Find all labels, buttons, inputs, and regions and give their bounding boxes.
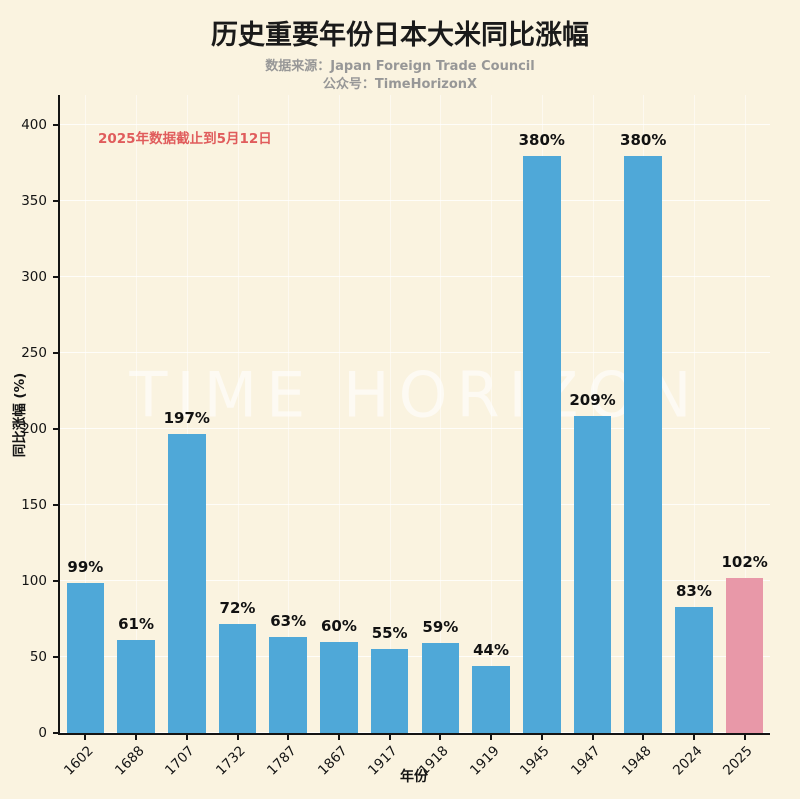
gridline-horizontal	[60, 352, 770, 354]
gridline-vertical	[693, 95, 695, 733]
y-tick-label: 0	[38, 725, 47, 741]
y-tick-mark	[53, 580, 60, 583]
chart-subtitle-account: 公众号：TimeHorizonX	[322, 77, 478, 92]
y-tick-mark	[53, 504, 60, 507]
x-tick-mark	[642, 733, 645, 740]
bar-2024	[675, 606, 713, 733]
bar-1948	[624, 155, 662, 733]
x-tick-mark	[135, 733, 138, 740]
gridline-vertical	[491, 95, 493, 733]
bar-value-label: 99%	[67, 557, 104, 576]
bar-value-label: 63%	[270, 612, 307, 631]
bar-1602	[66, 582, 105, 733]
y-tick-mark	[53, 124, 60, 127]
x-tick-mark	[236, 733, 239, 740]
x-tick-mark	[185, 733, 188, 740]
y-tick-mark	[53, 732, 60, 734]
bar-value-label: 83%	[675, 581, 712, 600]
chart-title: 历史重要年份日本大米同比涨幅	[211, 20, 589, 51]
bar-value-label: 44%	[473, 641, 510, 660]
y-tick-label: 200	[21, 421, 47, 438]
x-tick-mark	[337, 733, 340, 740]
bar-1732	[218, 623, 257, 733]
bar-value-label: 55%	[371, 624, 408, 643]
bar-value-label: 380%	[518, 130, 565, 149]
bar-1918	[421, 643, 460, 733]
bar-1947	[573, 415, 612, 733]
bar-value-label: 197%	[163, 408, 210, 427]
gridline-horizontal	[60, 428, 770, 430]
y-tick-label: 100	[21, 573, 47, 590]
gridline-horizontal	[60, 504, 770, 506]
gridline-vertical	[389, 95, 391, 733]
y-tick-label: 300	[21, 269, 47, 286]
bar-1917	[370, 649, 409, 733]
bar-value-label: 102%	[721, 553, 768, 572]
bar-1945	[523, 155, 561, 733]
x-tick-mark	[84, 733, 87, 740]
gridline-vertical	[136, 95, 138, 733]
x-tick-mark	[591, 733, 594, 740]
x-axis-title: 年份	[400, 769, 428, 785]
gridline-horizontal	[60, 732, 770, 733]
gridline-vertical	[592, 95, 594, 733]
bar-1919	[472, 666, 510, 733]
bar-value-label: 380%	[620, 130, 667, 149]
y-tick-mark	[53, 276, 60, 279]
y-tick-mark	[53, 352, 60, 355]
x-tick-mark	[287, 733, 290, 740]
y-axis-title: 同比涨幅 (%)	[12, 372, 28, 458]
x-tick-mark	[490, 733, 493, 740]
bar-2025	[725, 578, 764, 733]
bar-value-label: 72%	[219, 598, 256, 617]
y-tick-label: 150	[21, 497, 47, 514]
gridline-horizontal	[60, 276, 770, 278]
gridline-horizontal	[60, 656, 770, 658]
gridline-vertical	[440, 95, 442, 733]
gridline-horizontal	[60, 124, 770, 126]
x-tick-mark	[439, 733, 442, 740]
bar-value-label: 60%	[320, 616, 357, 635]
bar-1707	[168, 433, 206, 733]
bar-1688	[117, 640, 155, 733]
chart-subtitle-source: 数据来源：Japan Foreign Trade Council	[265, 59, 535, 74]
gridline-horizontal	[60, 580, 770, 582]
y-tick-label: 400	[21, 117, 47, 134]
data-cutoff-annotation: 2025年数据截止到5月12日	[98, 131, 272, 147]
x-tick-mark	[388, 733, 391, 740]
bar-1867	[320, 641, 358, 733]
gridline-vertical	[744, 95, 746, 733]
y-tick-label: 50	[29, 649, 47, 666]
bar-1787	[269, 637, 307, 733]
y-tick-label: 350	[21, 193, 47, 210]
bar-value-label: 61%	[118, 615, 155, 634]
gridline-horizontal	[60, 200, 770, 202]
gridline-vertical	[186, 95, 188, 733]
y-tick-mark	[53, 656, 60, 659]
x-tick-mark	[540, 733, 543, 740]
plot-area: TIME HORIZON 2025年数据截止到5月12日 0 50 100 150 20…	[21, 95, 770, 779]
gridline-vertical	[288, 95, 290, 733]
x-tick-mark	[743, 733, 746, 740]
y-tick-mark	[53, 200, 60, 203]
bar-value-label: 59%	[422, 618, 459, 637]
y-tick-label: 250	[21, 345, 47, 362]
y-tick-mark	[53, 428, 60, 431]
gridline-vertical	[237, 95, 239, 733]
x-tick-mark	[692, 733, 695, 740]
gridline-vertical	[338, 95, 340, 733]
bar-value-label: 209%	[569, 390, 616, 409]
gridline-vertical	[85, 95, 87, 733]
